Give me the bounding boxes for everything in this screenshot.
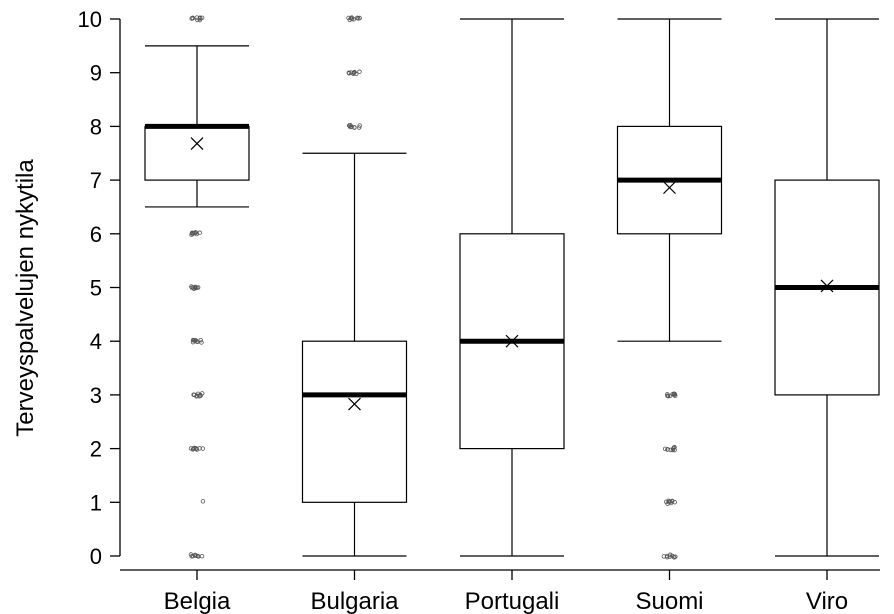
outlier-point — [357, 69, 362, 74]
y-tick-label: 2 — [90, 437, 102, 462]
outlier-point — [192, 552, 198, 558]
outlier-point — [189, 16, 194, 21]
boxes — [144, 15, 880, 560]
outlier-point — [357, 123, 362, 128]
outlier-point — [668, 500, 674, 506]
y-tick-label: 8 — [90, 114, 102, 139]
outlier-point — [348, 15, 354, 21]
outlier-point — [199, 15, 205, 20]
y-tick-label: 3 — [90, 383, 102, 408]
outlier-point — [665, 393, 670, 398]
outlier-point — [194, 15, 200, 20]
outlier-point — [667, 393, 673, 399]
iqr-box — [144, 125, 250, 181]
outlier-point — [671, 555, 677, 560]
outlier-point — [346, 70, 352, 75]
outlier-point — [357, 125, 362, 130]
mean-marker — [820, 279, 834, 293]
outlier-point — [351, 17, 356, 22]
mean-marker — [663, 181, 676, 195]
box-viro — [774, 18, 880, 557]
outlier-point — [356, 16, 361, 21]
outlier-point — [194, 231, 200, 237]
outlier-point — [671, 445, 677, 450]
outlier-point — [200, 446, 206, 451]
y-tick-label: 4 — [90, 329, 102, 354]
y-tick-label: 5 — [90, 276, 102, 301]
outlier-point — [672, 392, 678, 397]
outlier-point — [190, 337, 196, 343]
outlier-point — [191, 446, 196, 451]
outlier-point — [351, 70, 357, 75]
y-tick-label: 10 — [78, 7, 102, 32]
box-bulgaria — [301, 15, 408, 557]
outlier-point — [664, 553, 670, 559]
mean-marker — [505, 334, 519, 348]
outlier-point — [194, 285, 200, 290]
outlier-point — [348, 123, 353, 128]
outlier-point — [194, 393, 200, 398]
outlier-point — [662, 446, 668, 452]
outlier-point — [666, 498, 671, 504]
outlier-point — [351, 71, 356, 76]
outlier-point — [199, 340, 204, 345]
outlier-point — [670, 447, 676, 453]
outlier-point — [193, 446, 199, 452]
x-tick-label: Belgia — [164, 588, 231, 614]
outlier-point — [352, 125, 357, 130]
outlier-point — [190, 339, 196, 345]
y-axis: 0 1 2 3 4 5 6 7 8 9 10 — [78, 7, 121, 569]
y-tick-label: 6 — [90, 222, 102, 247]
box-belgia — [144, 15, 250, 559]
outlier-point — [667, 554, 672, 559]
x-tick-label: Bulgaria — [310, 588, 399, 614]
outlier-point — [672, 499, 678, 505]
box-portugali — [459, 18, 565, 557]
outlier-point — [200, 499, 206, 504]
y-tick-label: 0 — [90, 544, 102, 569]
x-axis: Belgia Bulgaria Portugali Suomi Viro — [120, 569, 880, 614]
mean-marker — [190, 137, 204, 151]
outlier-point — [192, 392, 197, 397]
y-tick-label: 9 — [90, 61, 102, 86]
x-tick-label: Suomi — [635, 588, 703, 614]
x-tick-label: Viro — [806, 588, 848, 614]
box-suomi — [616, 18, 723, 560]
y-tick-label: 1 — [90, 490, 102, 515]
outlier-point — [197, 15, 203, 20]
outlier-point — [665, 447, 670, 452]
x-tick-label: Portugali — [465, 588, 560, 614]
iqr-box — [301, 340, 408, 503]
outlier-point — [196, 554, 201, 559]
outlier-point — [189, 284, 194, 289]
y-axis-title: Terveyspalvelujen nykytila — [12, 159, 39, 437]
outlier-point — [661, 554, 667, 559]
outlier-point — [199, 553, 205, 559]
outlier-point — [673, 393, 678, 399]
y-tick-label: 7 — [90, 168, 102, 193]
mean-marker — [348, 397, 361, 411]
